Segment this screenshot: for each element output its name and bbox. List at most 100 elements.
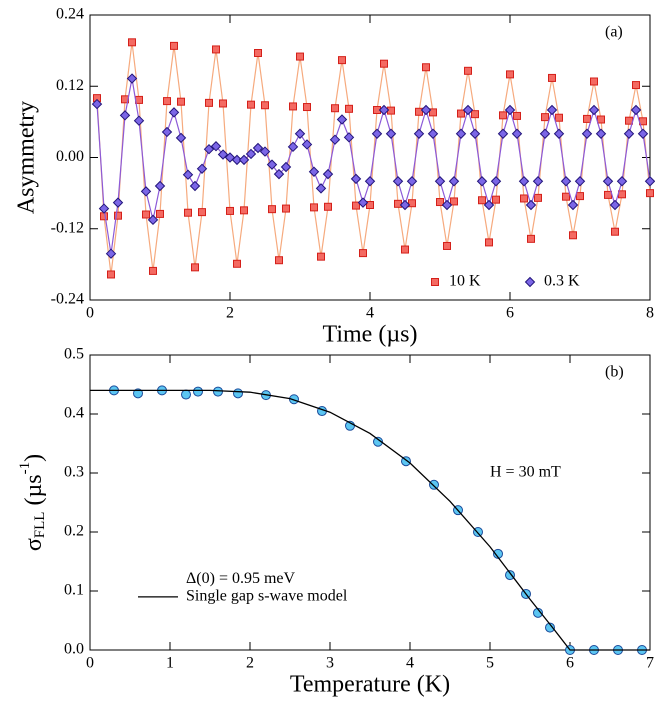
marker: [534, 193, 542, 202]
marker: [630, 104, 642, 116]
marker: [154, 180, 166, 192]
marker: [625, 116, 633, 125]
marker: [420, 104, 432, 116]
marker: [576, 192, 584, 201]
marker: [107, 270, 115, 279]
marker: [553, 128, 565, 139]
marker: [315, 183, 327, 194]
x-tick-label: 0: [86, 655, 94, 672]
plot-frame: [89, 14, 651, 301]
marker: [555, 113, 563, 122]
marker: [294, 128, 306, 139]
marker: [268, 205, 276, 214]
marker: [364, 176, 376, 187]
y-tick-label: 0.24: [56, 6, 84, 23]
marker: [196, 163, 208, 174]
y-tick-label: 0.3: [64, 464, 84, 481]
annotation: H = 30 mT: [490, 464, 561, 481]
marker: [98, 203, 110, 214]
marker: [450, 197, 458, 206]
marker: [394, 199, 402, 208]
marker: [219, 99, 227, 108]
marker: [210, 141, 222, 152]
marker: [240, 206, 248, 215]
marker: [259, 146, 271, 157]
marker: [505, 570, 515, 581]
marker: [147, 214, 159, 226]
marker: [541, 113, 549, 122]
marker: [422, 63, 430, 72]
marker: [170, 41, 178, 50]
marker: [429, 479, 439, 490]
marker: [233, 388, 243, 399]
x-tick-label: 4: [406, 655, 414, 672]
x-axis-label: Temperature (K): [290, 672, 450, 698]
marker: [198, 208, 206, 217]
marker: [142, 210, 150, 219]
marker: [525, 199, 537, 211]
marker: [331, 104, 339, 113]
marker: [462, 104, 474, 116]
marker: [191, 263, 199, 272]
marker: [429, 108, 437, 117]
marker: [401, 245, 409, 254]
marker: [637, 128, 649, 139]
marker: [133, 388, 143, 399]
marker: [588, 104, 600, 116]
y-axis-label-part: FLL: [32, 512, 48, 539]
marker: [238, 154, 250, 166]
marker: [247, 100, 255, 109]
marker: [114, 211, 122, 220]
marker: [413, 128, 425, 139]
marker: [378, 104, 390, 116]
legend-label: Single gap s-wave model: [186, 588, 348, 605]
marker: [504, 104, 516, 116]
marker: [308, 166, 320, 177]
marker: [548, 73, 556, 82]
marker: [345, 104, 353, 113]
marker: [623, 128, 635, 139]
legend-label: 10 K: [449, 273, 481, 290]
marker: [562, 192, 570, 201]
y-axis-label: Asymmetry: [14, 101, 40, 214]
marker: [490, 176, 502, 187]
marker: [112, 197, 124, 208]
y-axis-label-part: -1: [17, 462, 33, 475]
panel-label: (b): [605, 364, 624, 381]
marker: [406, 176, 418, 187]
marker: [581, 128, 593, 139]
x-tick-label: 6: [566, 655, 574, 672]
marker: [492, 195, 500, 204]
y-tick-label: 0.2: [64, 523, 84, 540]
marker: [282, 204, 290, 213]
marker: [212, 45, 220, 54]
y-tick-label: 0.4: [64, 405, 84, 422]
marker: [280, 161, 292, 173]
marker: [226, 206, 234, 215]
marker: [231, 154, 243, 166]
marker: [245, 148, 257, 160]
marker: [205, 98, 213, 107]
marker: [527, 234, 535, 243]
marker: [163, 97, 171, 106]
marker: [506, 70, 514, 79]
y-tick-label: -0.12: [51, 219, 84, 236]
marker: [560, 176, 572, 187]
marker: [574, 176, 586, 187]
marker: [609, 199, 621, 211]
y-axis-label-part: (µs: [21, 474, 47, 511]
marker: [329, 134, 341, 145]
marker: [133, 115, 145, 126]
marker: [175, 132, 187, 144]
marker: [569, 231, 577, 240]
plot-frame: [89, 354, 651, 651]
marker: [310, 203, 318, 212]
x-tick-label: 6: [506, 305, 514, 322]
marker: [520, 194, 528, 203]
x-tick-label: 4: [366, 305, 374, 322]
marker: [233, 259, 241, 268]
marker: [119, 110, 131, 121]
y-tick-label: 0.5: [64, 346, 84, 363]
marker: [427, 128, 439, 139]
